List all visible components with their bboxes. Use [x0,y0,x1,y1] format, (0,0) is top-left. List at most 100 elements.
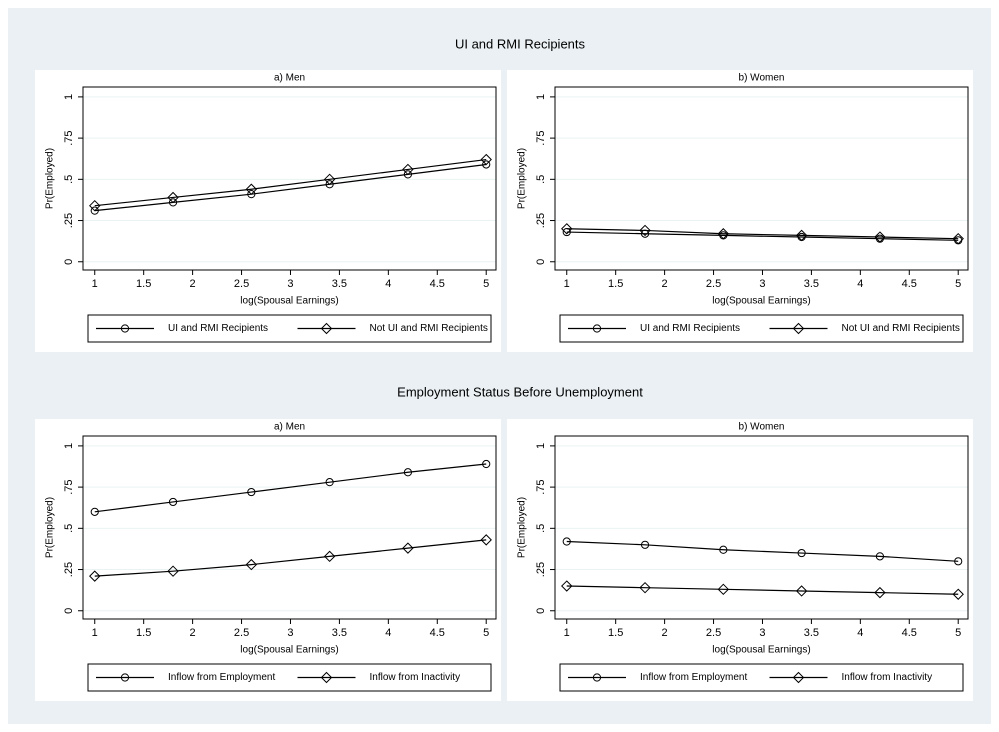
x-tick-label: 5 [483,278,489,290]
x-tick-label: 3.5 [332,627,347,639]
data-point [168,497,178,507]
y-tick-label: 0 [535,608,547,614]
series-line [566,228,959,240]
x-tick-label: 4 [857,627,863,639]
y-tick-label: 0 [63,259,75,265]
x-tick-label: 2.5 [706,627,721,639]
data-point [245,183,258,195]
y-axis-label: Pr(Employed) [517,148,528,209]
data-point [245,558,258,571]
data-point [717,583,730,596]
x-tick-label: 2 [190,278,196,290]
panel-title: a) Men [274,73,305,84]
x-tick-label: 1.5 [136,627,151,639]
x-tick-label: 2.5 [234,278,249,290]
legend-label: Not UI and RMI Recipients [842,323,960,334]
data-point [247,487,256,497]
x-tick-label: 5 [955,278,961,290]
legend-label: Not UI and RMI Recipients [370,323,488,334]
x-tick-label: 5 [955,627,961,639]
data-point [90,507,99,516]
y-tick-label: 1 [535,443,547,449]
plot-frame [554,86,969,271]
legend-marker [320,671,333,684]
data-point [247,190,256,199]
y-tick-label: 0 [535,259,547,265]
panel-title: b) Women [739,73,785,84]
x-tick-label: 3.5 [804,278,819,290]
y-tick-label: .5 [535,175,547,184]
data-point [325,478,334,487]
plot-frame [82,435,497,620]
data-point [639,224,651,237]
legend-label: Inflow from Employment [168,672,275,683]
data-point [403,468,413,477]
x-tick-label: 3 [759,278,765,290]
legend-label: Inflow from Inactivity [370,672,461,683]
x-tick-label: 2 [662,627,668,639]
series-line [566,540,959,562]
x-tick-label: 4.5 [902,278,917,290]
legend-marker [120,324,130,333]
x-axis-label: log(Spousal Earnings) [240,645,338,656]
y-axis-label: Pr(Employed) [517,497,528,558]
legend-marker [792,671,805,684]
data-point [797,548,806,558]
x-tick-label: 1 [92,278,98,290]
legend-marker [320,322,333,335]
data-point [795,229,808,242]
data-point [952,588,964,600]
data-point [168,198,178,207]
x-tick-label: 4 [385,278,391,290]
y-tick-label: .75 [535,479,547,494]
x-tick-label: 1 [564,627,570,639]
legend-marker [792,322,805,335]
legend-box [87,314,492,343]
y-tick-label: .25 [63,213,75,228]
series-line [94,158,487,207]
x-tick-label: 4 [385,627,391,639]
y-tick-label: .75 [63,130,75,145]
y-tick-label: .75 [535,130,547,145]
panel-title: b) Women [739,422,785,433]
x-axis-label: log(Spousal Earnings) [712,645,810,656]
data-point [795,585,808,597]
data-point [403,170,413,179]
data-point [480,153,492,166]
data-point [874,586,886,599]
x-tick-label: 1.5 [608,627,623,639]
panel-background [507,70,973,352]
x-tick-label: 1 [564,278,570,290]
x-tick-label: 3.5 [804,627,819,639]
legend-box [559,663,964,692]
x-tick-label: 2.5 [234,627,249,639]
legend-marker [592,324,602,333]
panel-background [507,419,973,701]
legend-label: UI and RMI Recipients [168,323,268,334]
y-tick-label: .25 [535,562,547,577]
x-axis-label: log(Spousal Earnings) [240,296,338,307]
x-tick-label: 2 [662,278,668,290]
data-point [323,550,336,563]
data-point [562,227,571,237]
plot-frame [82,86,497,271]
panel-background [35,70,501,352]
data-point [952,232,964,245]
legend-label: Inflow from Inactivity [842,672,933,683]
data-point [639,581,651,594]
data-point [402,163,414,176]
y-tick-label: 1 [535,94,547,100]
x-tick-label: 2 [190,627,196,639]
data-point [89,199,101,212]
data-point [719,545,728,554]
y-tick-label: .25 [535,213,547,228]
series-line [94,463,487,513]
data-point [89,570,101,582]
legend-box [559,314,964,343]
x-tick-label: 3 [759,627,765,639]
panel-title: a) Men [274,422,305,433]
data-point [323,173,336,186]
legend-label: UI and RMI Recipients [640,323,740,334]
section-title: Employment Status Before Unemployment [397,384,643,399]
